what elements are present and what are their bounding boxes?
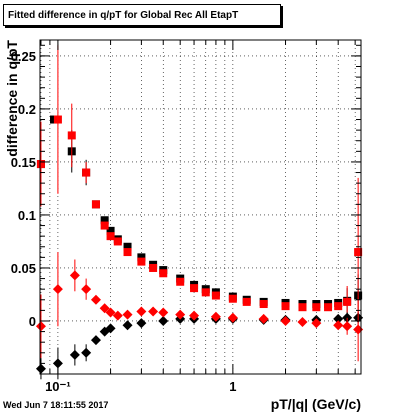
data-point: [227, 312, 238, 323]
data-point: [298, 303, 307, 312]
y-tick-label: 0.15: [11, 155, 36, 170]
data-point: [112, 310, 123, 321]
data-point: [148, 306, 159, 317]
y-tick-label: 0.2: [18, 102, 36, 117]
data-point: [259, 300, 268, 309]
y-tick-label: 0.25: [11, 49, 36, 64]
data-point: [158, 315, 169, 326]
data-point: [53, 115, 62, 124]
x-axis-label: pT/|q| (GeV/c): [271, 396, 361, 412]
data-point: [334, 302, 343, 311]
data-point: [52, 358, 63, 369]
data-point: [242, 297, 251, 306]
data-point: [69, 349, 80, 360]
data-point: [113, 237, 122, 246]
x-tick-label: 1: [229, 379, 236, 394]
axes: 10⁻¹ 1 0 0.05 0.1 0.15 0.2 0.25: [11, 40, 361, 394]
data-point: [189, 310, 200, 321]
data-point: [100, 221, 109, 230]
series-3: [35, 252, 364, 362]
data-point: [333, 313, 344, 324]
data-point: [123, 248, 132, 257]
data-point: [280, 315, 291, 326]
data-point: [123, 242, 132, 251]
data-point: [90, 335, 101, 346]
y-tick-label: 0: [29, 314, 36, 329]
data-point: [201, 288, 210, 297]
data-point: [36, 160, 45, 169]
data-point: [136, 318, 147, 329]
data-point: [136, 306, 147, 317]
data-point: [210, 311, 221, 322]
data-point: [149, 263, 158, 272]
data-point: [324, 303, 333, 312]
y-tick-label: 0.05: [11, 261, 36, 276]
plot-frame: [39, 39, 362, 375]
data-point: [81, 347, 92, 358]
data-point: [158, 307, 169, 318]
data-point: [297, 317, 308, 328]
data-point: [137, 253, 146, 262]
data-point: [353, 324, 364, 335]
data-point: [176, 277, 185, 286]
data-point: [312, 303, 321, 312]
y-axis-label: difference in q/pT: [4, 40, 20, 157]
data-point: [105, 307, 116, 318]
data-point: [35, 321, 46, 332]
data-point: [90, 294, 101, 305]
data-point: [354, 248, 363, 257]
chart-title: Fitted difference in q/pT for Global Rec…: [3, 4, 281, 26]
data-point: [228, 294, 237, 303]
data-point: [99, 303, 110, 314]
data-point: [342, 321, 353, 332]
data-point: [211, 291, 220, 300]
data-point: [159, 269, 168, 278]
data-point: [81, 284, 92, 295]
data-point: [105, 323, 116, 334]
data-point: [67, 131, 76, 140]
data-point: [333, 320, 344, 331]
data-point: [122, 320, 133, 331]
data-point: [100, 216, 109, 225]
grid: [40, 40, 361, 374]
data-point: [258, 313, 269, 324]
data-point: [106, 226, 115, 235]
data-point: [52, 284, 63, 295]
x-tick-label: 10⁻¹: [45, 379, 71, 394]
data-point: [137, 257, 146, 266]
data-point: [190, 284, 199, 293]
timestamp: Wed Jun 7 18:11:55 2017: [3, 400, 109, 410]
data-point: [343, 297, 352, 306]
data-point: [91, 200, 100, 209]
data-point: [281, 302, 290, 311]
data-point: [35, 363, 46, 374]
data-point: [311, 318, 322, 329]
data-point: [82, 168, 91, 177]
data-point: [122, 309, 133, 320]
series-layer: [35, 45, 364, 380]
y-tick-label: 0.1: [18, 208, 36, 223]
data-point: [69, 270, 80, 281]
data-point: [106, 232, 115, 241]
data-point: [175, 309, 186, 320]
